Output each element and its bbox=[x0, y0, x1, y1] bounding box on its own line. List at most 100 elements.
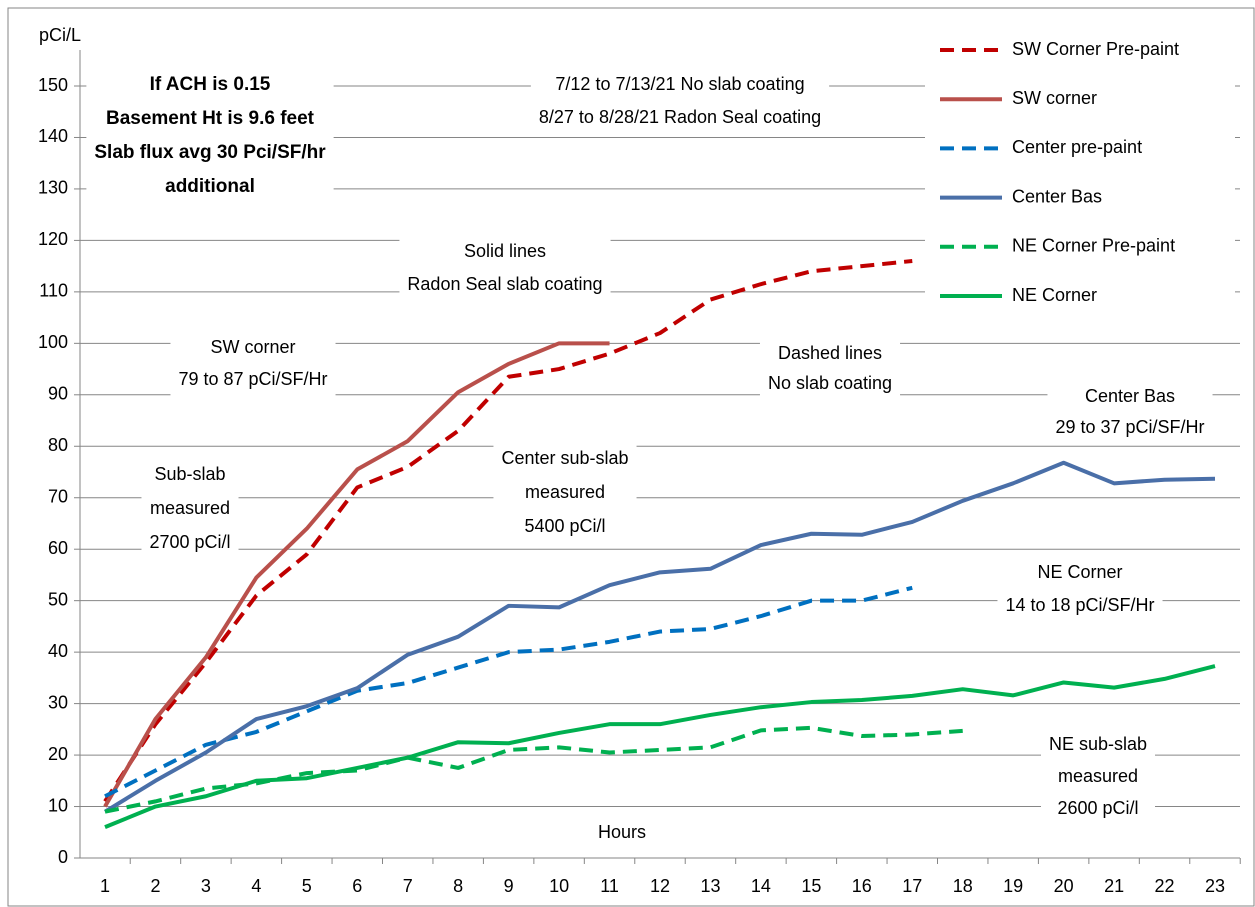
annotation-bg bbox=[170, 330, 336, 398]
x-tick-label: 9 bbox=[504, 876, 514, 896]
series-line bbox=[104, 664, 1216, 829]
annotation-bg bbox=[1040, 727, 1156, 827]
x-tick-label: 21 bbox=[1104, 876, 1124, 896]
legend-label: Center Bas bbox=[1012, 186, 1102, 206]
x-tick-label: 8 bbox=[453, 876, 463, 896]
annotation: Center Bas 29 to 37 pCi/SF/Hr bbox=[1047, 379, 1213, 446]
y-tick-label: 10 bbox=[48, 795, 68, 815]
annotation-text: Dashed lines bbox=[778, 343, 882, 363]
annotation-text: SW corner bbox=[210, 337, 295, 357]
annotation: If ACH is 0.15 Basement Ht is 9.6 feet Sla… bbox=[86, 66, 334, 206]
annotation: Solid lines Radon Seal slab coating bbox=[399, 233, 611, 304]
annotation-text: Slab flux avg 30 Pci/SF/hr bbox=[94, 142, 326, 163]
annotation-bg bbox=[997, 554, 1163, 625]
y-tick-label: 60 bbox=[48, 538, 68, 558]
annotation-text: 14 to 18 pCi/SF/Hr bbox=[1005, 595, 1154, 615]
label-bg bbox=[20, 22, 100, 50]
x-tick-label: 4 bbox=[251, 876, 261, 896]
x-tick-label: 19 bbox=[1003, 876, 1023, 896]
annotation: NE sub-slab measured 2600 pCi/l bbox=[1040, 727, 1156, 827]
x-tick-label: 16 bbox=[852, 876, 872, 896]
annotation-bg bbox=[493, 440, 637, 546]
series-line bbox=[103, 460, 1216, 814]
annotation-text: Solid lines bbox=[464, 241, 546, 261]
x-tick-label: 1 bbox=[100, 876, 110, 896]
legend-label: NE Corner bbox=[1012, 285, 1097, 305]
x-tick-label: 6 bbox=[352, 876, 362, 896]
annotation-bg bbox=[86, 66, 334, 206]
annotation: 7/12 to 7/13/21 No slab coating 8/27 to 8… bbox=[530, 66, 830, 137]
x-tick-label: 23 bbox=[1205, 876, 1225, 896]
x-tick-label: 7 bbox=[403, 876, 413, 896]
annotation-text: measured bbox=[525, 482, 605, 502]
y-tick-label: 130 bbox=[38, 178, 68, 198]
annotation-text: measured bbox=[1058, 766, 1138, 786]
annotation-text: Basement Ht is 9.6 feet bbox=[106, 108, 315, 129]
x-tick-label: 22 bbox=[1155, 876, 1175, 896]
series-line bbox=[104, 585, 913, 799]
legend-bg bbox=[925, 28, 1235, 313]
annotation-text: 2700 pCi/l bbox=[149, 532, 230, 552]
annotation-text: measured bbox=[150, 498, 230, 518]
y-tick-label: 100 bbox=[38, 332, 68, 352]
annotation: Dashed lines No slab coating bbox=[759, 337, 901, 401]
y-tick-label: 110 bbox=[39, 281, 68, 301]
y-tick-label: 20 bbox=[48, 744, 68, 764]
x-tick-label: 20 bbox=[1054, 876, 1074, 896]
annotation-text: 2600 pCi/l bbox=[1057, 798, 1138, 818]
legend-label: SW corner bbox=[1012, 88, 1097, 108]
x-axis-label: Hours bbox=[598, 822, 646, 842]
annotation-text: 79 to 87 pCi/SF/Hr bbox=[178, 369, 327, 389]
annotation-text: 5400 pCi/l bbox=[524, 516, 605, 536]
y-tick-label: 120 bbox=[38, 229, 68, 249]
y-tick-label: 30 bbox=[48, 692, 68, 712]
annotation: Center sub-slab measured 5400 pCi/l bbox=[493, 440, 637, 546]
annotation: NE Corner 14 to 18 pCi/SF/Hr bbox=[997, 554, 1163, 625]
series-line bbox=[103, 341, 610, 808]
x-tick-label: 13 bbox=[700, 876, 720, 896]
y-tick-label: 50 bbox=[48, 589, 68, 609]
annotation-bg bbox=[141, 456, 239, 562]
series-line bbox=[103, 258, 913, 803]
y-tick-label: 90 bbox=[48, 384, 68, 404]
x-tick-label: 17 bbox=[902, 876, 922, 896]
x-tick-label: 11 bbox=[600, 876, 619, 896]
legend-label: NE Corner Pre-paint bbox=[1012, 236, 1175, 256]
annotation-text: NE Corner bbox=[1037, 562, 1122, 582]
y-tick-label: 40 bbox=[48, 641, 68, 661]
legend-label: Center pre-paint bbox=[1012, 137, 1142, 157]
annotation-text: NE sub-slab bbox=[1049, 734, 1147, 754]
annotation: Sub-slab measured 2700 pCi/l bbox=[141, 456, 239, 562]
x-tick-label: 14 bbox=[751, 876, 771, 896]
y-tick-label: 0 bbox=[58, 847, 68, 867]
annotation-bg bbox=[759, 337, 901, 401]
y-tick-label: 150 bbox=[38, 75, 68, 95]
x-tick-label: 3 bbox=[201, 876, 211, 896]
x-tick-label: 5 bbox=[302, 876, 312, 896]
x-tick-label: 2 bbox=[150, 876, 160, 896]
annotation: SW corner 79 to 87 pCi/SF/Hr bbox=[170, 330, 336, 398]
annotation-text: Center sub-slab bbox=[501, 448, 628, 468]
y-tick-label: 80 bbox=[48, 435, 68, 455]
y-tick-label: 70 bbox=[48, 486, 68, 506]
annotation-bg bbox=[530, 66, 830, 137]
annotation-text: 29 to 37 pCi/SF/Hr bbox=[1055, 417, 1204, 437]
label-bg bbox=[585, 820, 660, 846]
annotation-text: Radon Seal slab coating bbox=[407, 274, 602, 294]
annotation-text: No slab coating bbox=[768, 373, 892, 393]
x-tick-label: 15 bbox=[801, 876, 821, 896]
annotation-text: 8/27 to 8/28/21 Radon Seal coating bbox=[539, 107, 821, 127]
y-axis-label: pCi/L bbox=[39, 25, 81, 45]
annotation-text: 7/12 to 7/13/21 No slab coating bbox=[555, 74, 804, 94]
annotation-text: Center Bas bbox=[1085, 386, 1175, 406]
annotation-text: If ACH is 0.15 bbox=[150, 74, 271, 95]
annotation-bg bbox=[1047, 379, 1213, 446]
x-tick-label: 12 bbox=[650, 876, 670, 896]
annotation-text: additional bbox=[165, 176, 255, 197]
x-tick-label: 18 bbox=[953, 876, 973, 896]
y-tick-label: 140 bbox=[38, 126, 68, 146]
annotation-text: Sub-slab bbox=[154, 464, 225, 484]
legend-label: SW Corner Pre-paint bbox=[1012, 39, 1179, 59]
x-tick-label: 10 bbox=[549, 876, 569, 896]
